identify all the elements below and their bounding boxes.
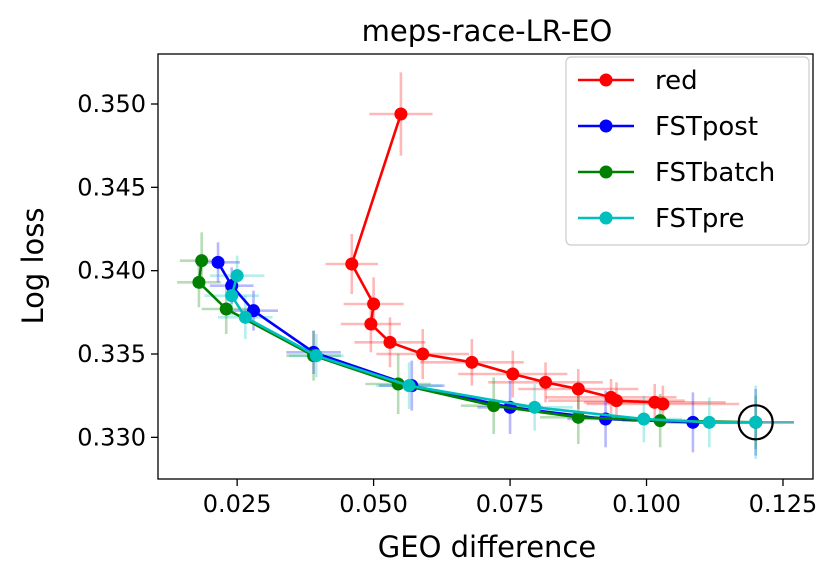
data-point bbox=[345, 257, 359, 271]
y-tick-label: 0.345 bbox=[77, 173, 146, 201]
legend-marker bbox=[599, 211, 613, 225]
x-tick-label: 0.050 bbox=[339, 490, 408, 518]
data-point bbox=[195, 254, 209, 268]
y-tick-label: 0.340 bbox=[77, 257, 146, 285]
data-point bbox=[506, 367, 520, 381]
legend-marker bbox=[599, 165, 613, 179]
legend-marker bbox=[599, 73, 613, 87]
legend-label: FSTpost bbox=[655, 112, 758, 142]
y-tick-label: 0.330 bbox=[77, 423, 146, 451]
data-point bbox=[487, 399, 501, 413]
legend-item-red: red bbox=[578, 66, 698, 96]
x-tick-label: 0.025 bbox=[203, 490, 272, 518]
x-tick-label: 0.100 bbox=[612, 490, 681, 518]
data-point bbox=[571, 410, 585, 424]
error-bars-fstbatch bbox=[177, 232, 794, 449]
plot-frame bbox=[157, 53, 814, 480]
x-tick-label: 0.125 bbox=[749, 490, 818, 518]
legend-box bbox=[565, 56, 810, 246]
data-point bbox=[219, 302, 233, 316]
data-point bbox=[230, 269, 244, 283]
legend-label: red bbox=[655, 66, 698, 96]
data-layer bbox=[177, 72, 794, 459]
highlight-circle bbox=[737, 404, 774, 441]
error-bars-fstpre bbox=[204, 255, 794, 459]
data-point bbox=[309, 349, 323, 363]
data-point bbox=[192, 275, 206, 289]
legend: red FSTpost FSTbatch FSTpre bbox=[565, 56, 810, 246]
data-point bbox=[238, 310, 252, 324]
data-point bbox=[416, 347, 430, 361]
y-axis-title: Log loss bbox=[16, 207, 50, 324]
x-tick-label: 0.075 bbox=[476, 490, 545, 518]
legend-item-fstpre: FSTpre bbox=[578, 204, 745, 234]
x-axis-title: GEO difference bbox=[378, 530, 596, 564]
data-point bbox=[749, 415, 763, 429]
data-point bbox=[225, 289, 239, 303]
data-point bbox=[367, 297, 381, 311]
legend-marker bbox=[599, 119, 613, 133]
legend-label: FSTpre bbox=[655, 204, 745, 234]
data-point bbox=[610, 394, 623, 408]
data-point bbox=[465, 355, 479, 369]
data-point bbox=[402, 379, 416, 393]
data-point bbox=[571, 382, 585, 396]
y-tick-label: 0.350 bbox=[77, 90, 146, 118]
series-fstpre bbox=[225, 269, 763, 429]
data-point bbox=[383, 335, 397, 349]
data-point bbox=[702, 415, 716, 429]
chart-title: meps-race-LR-EO bbox=[362, 14, 613, 48]
data-point bbox=[539, 375, 553, 389]
data-point bbox=[364, 317, 378, 331]
legend-label: FSTbatch bbox=[655, 158, 775, 188]
data-point bbox=[394, 107, 408, 121]
legend-item-fstbatch: FSTbatch bbox=[578, 158, 775, 188]
series-red bbox=[345, 107, 670, 411]
y-tick-label: 0.335 bbox=[77, 340, 146, 368]
data-point bbox=[211, 255, 225, 269]
data-point bbox=[528, 400, 542, 414]
data-point bbox=[656, 397, 670, 411]
legend-item-fstpost: FSTpost bbox=[578, 112, 758, 142]
data-point bbox=[637, 412, 651, 426]
axis-ticks: 0.025 0.050 0.075 0.100 0.125 0.330 0.335 0.340… bbox=[77, 90, 817, 518]
